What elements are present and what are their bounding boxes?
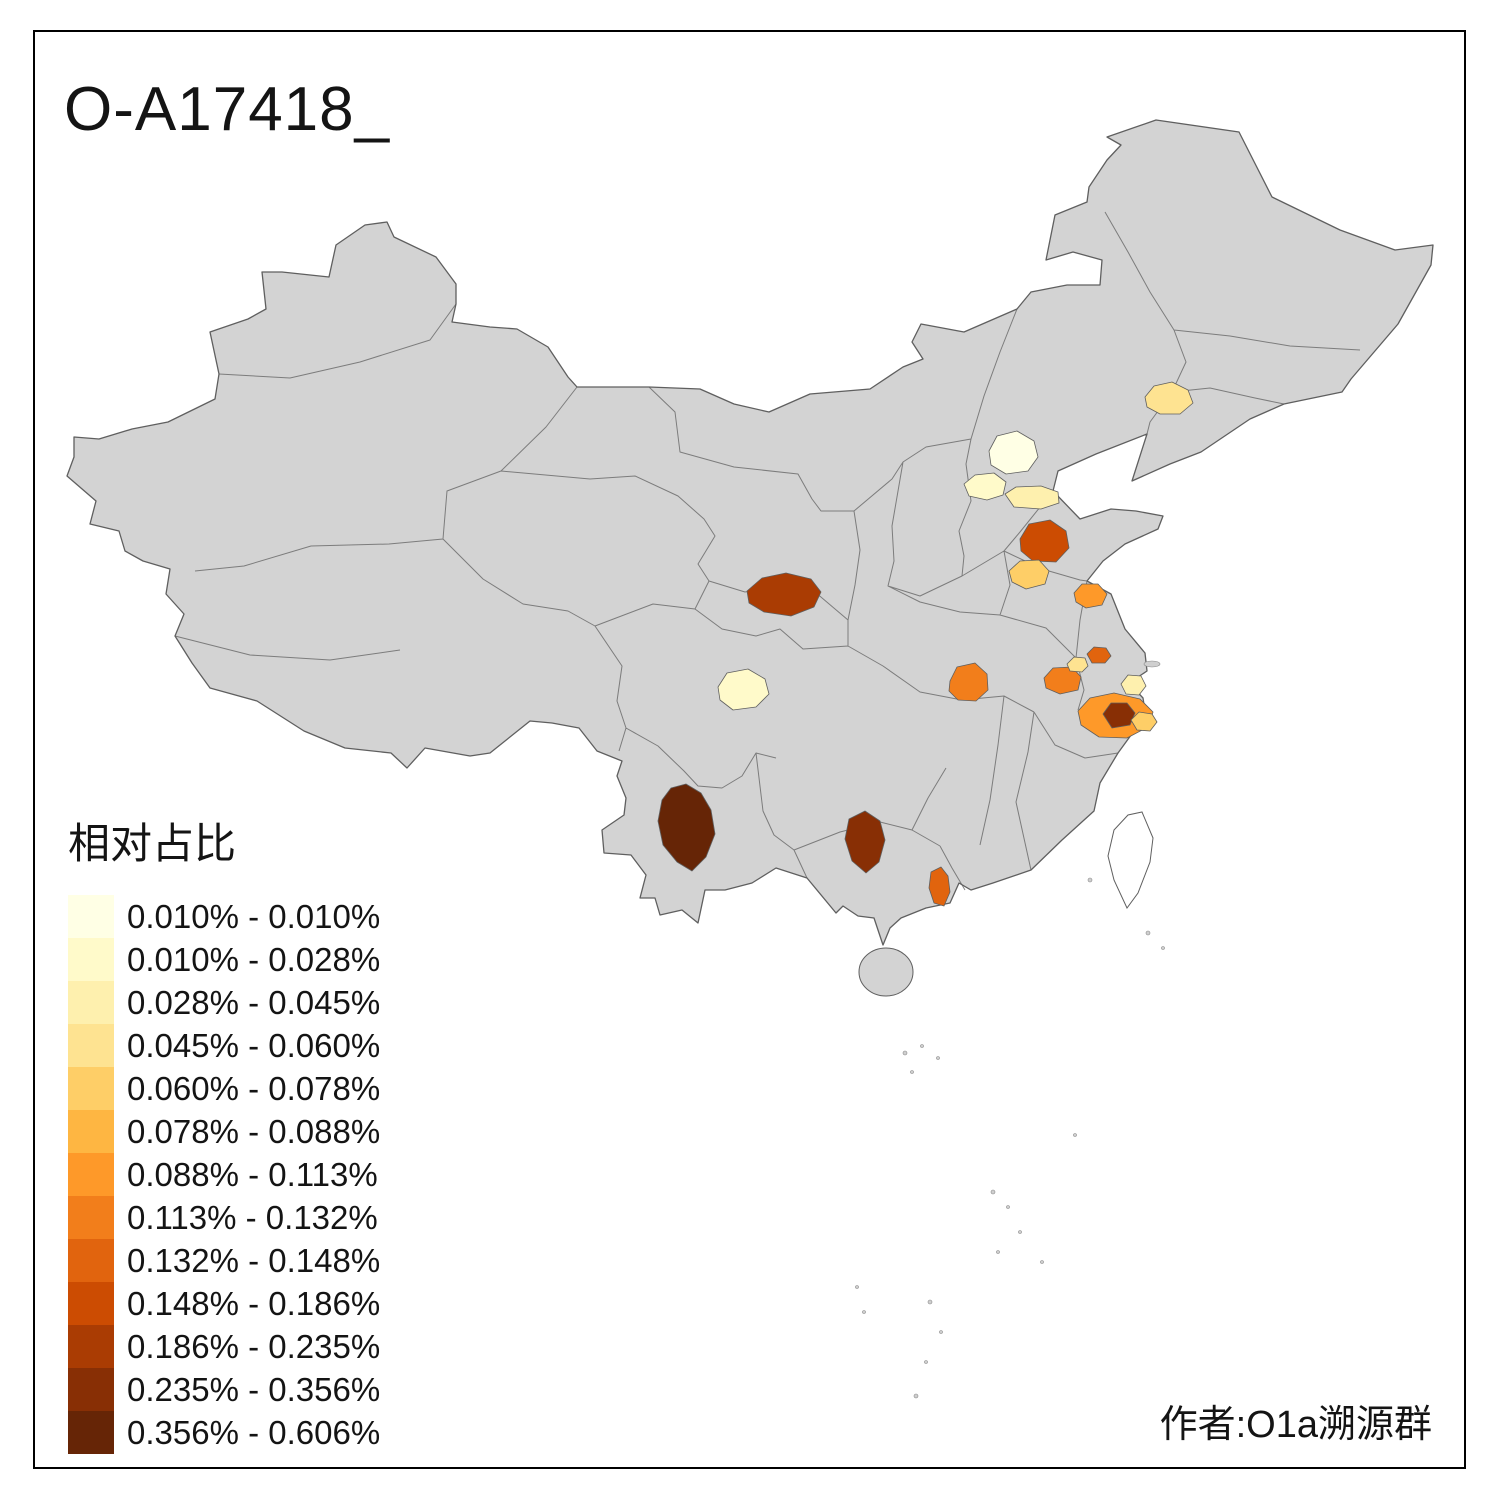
legend-row: 0.078% - 0.088% [68,1110,380,1153]
region-guizhou-south-patch [844,810,886,874]
region-jiangsu-north-patch [1073,583,1108,609]
legend-label: 0.078% - 0.088% [127,1112,381,1150]
legend-row: 0.060% - 0.078% [68,1067,380,1110]
legend-label: 0.235% - 0.356% [127,1370,381,1408]
legend-label: 0.186% - 0.235% [127,1327,381,1365]
region-hebei-west-patch [963,472,1007,501]
region-sichuan-patch [717,668,770,711]
legend-swatch [68,1024,114,1067]
legend-swatch [68,1368,114,1411]
legend-label: 0.356% - 0.606% [127,1413,381,1451]
legend-row: 0.010% - 0.028% [68,938,380,981]
legend: 相对占比 0.010% - 0.010% 0.010% - 0.028% 0.028… [68,810,380,1454]
legend-label: 0.028% - 0.045% [127,983,381,1021]
legend-title: 相对占比 [68,820,237,867]
choropleth-regions [657,381,1194,907]
legend-swatch [68,1411,114,1454]
legend-row: 0.045% - 0.060% [68,1024,380,1067]
legend-label: 0.132% - 0.148% [127,1241,381,1279]
legend-row: 0.088% - 0.113% [68,1153,380,1196]
legend-swatch [68,1067,114,1110]
legend-swatch [68,1153,114,1196]
legend-rows: 0.010% - 0.010% 0.010% - 0.028% 0.028% - 0… [68,895,380,1454]
region-zhejiang-east-patch [1130,711,1158,732]
south-china-sea-islands [855,660,1165,1399]
chart-title: O-A17418_ [64,75,391,144]
legend-label: 0.148% - 0.186% [127,1284,381,1322]
legend-label: 0.088% - 0.113% [127,1155,378,1193]
region-anhui-southeast-patch [1066,656,1089,673]
legend-swatch [68,895,114,938]
hainan-island [858,947,914,997]
taiwan-island [1107,811,1154,909]
region-shaanxi-south-patch [746,572,822,617]
legend-row: 0.132% - 0.148% [68,1239,380,1282]
legend-swatch [68,938,114,981]
legend-row: 0.356% - 0.606% [68,1411,380,1454]
region-northeast-patch [1144,381,1194,415]
region-beijing-patch [988,430,1039,475]
legend-swatch [68,1110,114,1153]
region-shandong-west-patch [1019,519,1070,563]
region-yunnan-patch [657,783,716,872]
legend-swatch [68,1325,114,1368]
legend-swatch [68,1196,114,1239]
legend-row: 0.028% - 0.045% [68,981,380,1024]
legend-row: 0.113% - 0.132% [68,1196,380,1239]
author-credit: 作者:O1a溯源群 [1159,1404,1432,1446]
region-anhui-east-patch [1043,666,1082,695]
region-guangxi-east-patch [928,866,951,907]
region-hebei-south-patch [1004,485,1060,510]
region-shanghai-patch [1120,674,1147,696]
legend-row: 0.148% - 0.186% [68,1282,380,1325]
legend-label: 0.113% - 0.132% [127,1198,378,1236]
legend-swatch [68,981,114,1024]
region-shandong-south-patch [1008,559,1050,590]
legend-row: 0.235% - 0.356% [68,1368,380,1411]
legend-label: 0.010% - 0.010% [127,897,381,935]
legend-swatch [68,1282,114,1325]
legend-label: 0.045% - 0.060% [127,1026,381,1064]
region-nanjing-patch [1086,646,1112,664]
legend-row: 0.186% - 0.235% [68,1325,380,1368]
legend-label: 0.060% - 0.078% [127,1069,381,1107]
region-zhejiang-core-patch [1102,702,1136,729]
region-hubei-patch [948,662,989,702]
legend-label: 0.010% - 0.028% [127,940,381,978]
legend-swatch [68,1239,114,1282]
legend-row: 0.010% - 0.010% [68,895,380,938]
